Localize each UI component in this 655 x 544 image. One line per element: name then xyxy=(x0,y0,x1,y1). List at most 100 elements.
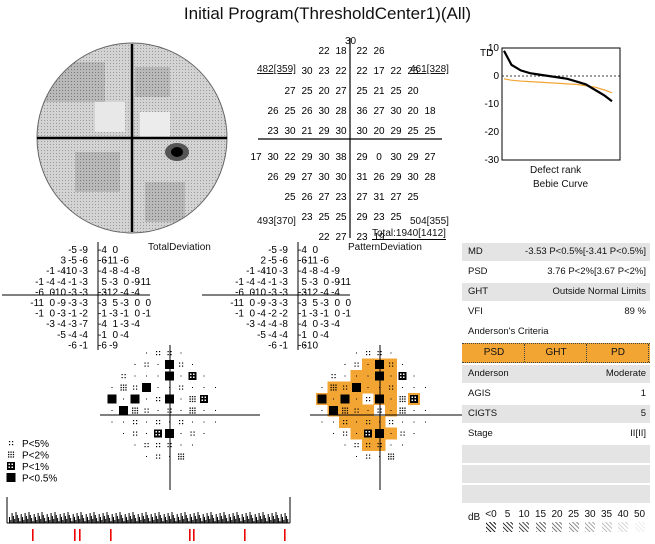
pattern-deviation-value: -10 xyxy=(263,266,278,277)
index-key: MD xyxy=(468,246,483,257)
total-deviation-value: -1 xyxy=(142,309,151,320)
pattern-deviation-value: -4 xyxy=(298,245,307,256)
total-deviation-value: -3 xyxy=(46,319,55,330)
threshold-value: 30 xyxy=(318,172,330,183)
pattern-deviation-value: -4 xyxy=(268,319,277,330)
total-deviation-value: -9 xyxy=(79,245,88,256)
total-deviation-value: -4 xyxy=(57,266,66,277)
anderson-row-stage: Stage II[II] xyxy=(462,425,650,443)
total-deviation-value: -9 xyxy=(57,298,66,309)
threshold-value: 20 xyxy=(373,126,385,137)
pattern-deviation-value: 0 xyxy=(249,287,255,298)
pattern-deviation-value: -4 xyxy=(298,266,307,277)
pattern-deviation-value: -9 xyxy=(331,277,340,288)
index-key: CIGTS xyxy=(468,408,498,419)
quadrant-sum-bottom-right: 504[355] xyxy=(410,216,449,227)
threshold-value: 22 xyxy=(356,66,368,77)
threshold-value: 22 xyxy=(284,152,296,163)
bebie-patient-curve xyxy=(503,50,613,103)
total-deviation-value: -3 xyxy=(68,287,77,298)
total-deviation-value: -1 xyxy=(68,277,77,288)
total-deviation-value: 0 xyxy=(49,298,55,309)
pattern-deviation-value: -3 xyxy=(279,266,288,277)
pattern-deviation-value: -3 xyxy=(268,287,277,298)
anderson-row-cigts: CIGTS 5 xyxy=(462,405,650,423)
quadrant-sum-top-left: 482[359] xyxy=(257,64,296,75)
total-deviation-value: -1 xyxy=(98,309,107,320)
pattern-deviation-value: -3 xyxy=(309,309,318,320)
fixation-monitor-graph xyxy=(6,497,291,541)
threshold-value: 17 xyxy=(250,152,262,163)
total-deviation-value: -9 xyxy=(109,340,118,351)
threshold-value: 0 xyxy=(376,152,382,163)
pattern-deviation-value: -8 xyxy=(309,266,318,277)
pattern-deviation-value: 0 xyxy=(334,298,340,309)
threshold-value: 29 xyxy=(407,152,419,163)
anderson-row-agis: AGIS 1 xyxy=(462,385,650,403)
db-scale-swatch xyxy=(601,522,612,532)
threshold-value: 26 xyxy=(267,106,279,117)
total-deviation-value: -7 xyxy=(79,319,88,330)
threshold-value: 23 xyxy=(318,66,330,77)
threshold-value: 20 xyxy=(407,106,419,117)
pattern-deviation-value: 5 xyxy=(312,298,318,309)
threshold-value: 19 xyxy=(373,232,385,243)
total-deviation-value: -1 xyxy=(120,309,129,320)
total-deviation-value: 0 xyxy=(145,298,151,309)
index-value: 3.76 P<2%[3.67 P<2%] xyxy=(547,266,646,277)
pattern-deviation-value: -4 xyxy=(320,330,329,341)
total-deviation-value: 5 xyxy=(112,298,118,309)
threshold-value: 38 xyxy=(335,152,347,163)
pattern-deviation-value: -1 xyxy=(279,340,288,351)
index-key: Stage xyxy=(468,428,493,439)
index-value: Outside Normal Limits xyxy=(552,286,646,297)
total-deviation-value: 0 xyxy=(134,298,140,309)
total-deviation-value: -4 xyxy=(131,319,140,330)
threshold-value: 30 xyxy=(318,152,330,163)
index-value: 89 % xyxy=(624,306,646,317)
probability-legend-label: P<5% xyxy=(22,439,49,450)
threshold-value: 25 xyxy=(284,106,296,117)
total-deviation-value: -4 xyxy=(79,330,88,341)
pattern-deviation-value: -3 xyxy=(320,298,329,309)
threshold-value: 30 xyxy=(407,172,419,183)
bebie-y-tick: 0 xyxy=(493,71,499,82)
threshold-value: 27 xyxy=(424,152,436,163)
total-deviation-value: -3 xyxy=(109,309,118,320)
threshold-value: 30 xyxy=(301,66,313,77)
threshold-value: 29 xyxy=(390,126,402,137)
total-sum: Total:1940[1412] xyxy=(372,228,446,240)
threshold-value: 21 xyxy=(373,86,385,97)
total-deviation-value: -3 xyxy=(68,298,77,309)
pattern-deviation-value: -4 xyxy=(257,309,266,320)
pattern-deviation-value: -3 xyxy=(298,298,307,309)
pattern-deviation-value: -6 xyxy=(320,256,329,267)
threshold-value: 31 xyxy=(356,172,368,183)
bebie-xlabel: Defect rank xyxy=(530,165,582,176)
threshold-value: 25 xyxy=(407,126,419,137)
total-deviation-value: -5 xyxy=(57,330,66,341)
pattern-deviation-value: -2 xyxy=(268,309,277,320)
pattern-deviation-value: 0 xyxy=(345,298,351,309)
pattern-deviation-value: -6 xyxy=(298,340,307,351)
db-scale-swatch xyxy=(618,522,628,532)
threshold-value: 29 xyxy=(356,212,368,223)
index-row-psd: PSD 3.76 P<2%[3.67 P<2%] xyxy=(462,263,650,281)
total-deviation-value: -3 xyxy=(57,309,66,320)
threshold-value: 30 xyxy=(267,152,279,163)
pattern-deviation-value: -12 xyxy=(304,287,319,298)
pattern-deviation-value: 0 xyxy=(249,298,255,309)
pattern-deviation-value: -9 xyxy=(279,245,288,256)
threshold-value: 23 xyxy=(267,126,279,137)
total-deviation-value: -4 xyxy=(120,330,129,341)
total-deviation-value: -4 xyxy=(57,277,66,288)
total-deviation-value: -8 xyxy=(131,266,140,277)
bebie-curve-chart: 10 0 -10 -20 -30 TD xyxy=(480,43,621,166)
index-value: II[II] xyxy=(630,428,646,439)
total-deviation-value: -12 xyxy=(104,287,119,298)
threshold-value: 25 xyxy=(390,212,402,223)
threshold-value: 22 xyxy=(318,46,330,57)
total-deviation-value: -3 xyxy=(68,319,77,330)
db-scale-tick: 20 xyxy=(551,509,563,520)
pattern-deviation-value: -4 xyxy=(279,330,288,341)
